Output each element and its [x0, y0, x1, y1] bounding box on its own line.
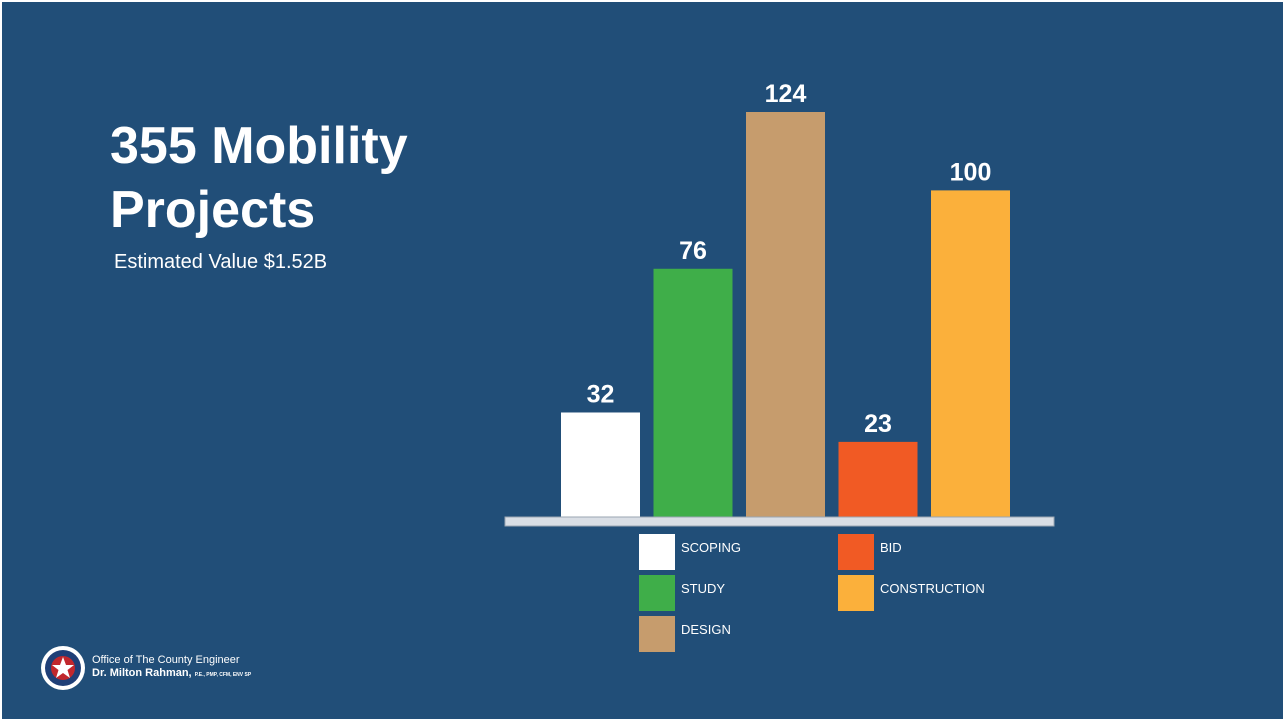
- slide-subtitle: Estimated Value $1.52B: [114, 251, 328, 273]
- slide-title: 355 Mobility Projects: [110, 117, 408, 239]
- data-label-design: 124: [765, 80, 807, 108]
- legend-label: BID: [880, 540, 902, 555]
- legend-swatch: [838, 534, 874, 570]
- bar-bid: [838, 441, 918, 517]
- county-seal-icon: [41, 646, 85, 690]
- legend-item-scoping: SCOPING: [639, 534, 741, 570]
- footer-text: Office of The County Engineer Dr. Milton…: [92, 654, 251, 682]
- office-name: Office of The County Engineer: [92, 654, 240, 666]
- bar-study: [653, 268, 733, 517]
- legend-swatch: [639, 575, 675, 611]
- engineer-name: Dr. Milton Rahman, P.E., PMP, CFM, ENV S…: [92, 667, 251, 682]
- data-label-study: 76: [679, 237, 707, 265]
- bar-design: [746, 112, 825, 517]
- legend-swatch: [838, 575, 874, 611]
- data-label-construction: 100: [950, 158, 992, 186]
- legend-label: DESIGN: [681, 622, 731, 637]
- bar-scoping: [561, 412, 640, 517]
- legend-item-design: DESIGN: [639, 616, 731, 652]
- legend-swatch: [639, 534, 675, 570]
- footer-logo: Office of The County Engineer Dr. Milton…: [40, 645, 251, 691]
- data-label-scoping: 32: [587, 380, 615, 408]
- legend-item-construction: CONSTRUCTION: [838, 575, 985, 611]
- legend-item-study: STUDY: [639, 575, 725, 611]
- legend-swatch: [639, 616, 675, 652]
- data-label-bid: 23: [864, 410, 892, 438]
- legend-label: SCOPING: [681, 540, 741, 555]
- chart-baseline: [504, 516, 1055, 527]
- engineer-name-text: Dr. Milton Rahman,: [92, 667, 192, 679]
- legend-label: CONSTRUCTION: [880, 581, 985, 596]
- legend-item-bid: BID: [838, 534, 902, 570]
- legend-label: STUDY: [681, 581, 726, 596]
- engineer-credentials: P.E., PMP, CFM, ENV SP: [194, 672, 252, 678]
- bar-construction: [931, 190, 1010, 518]
